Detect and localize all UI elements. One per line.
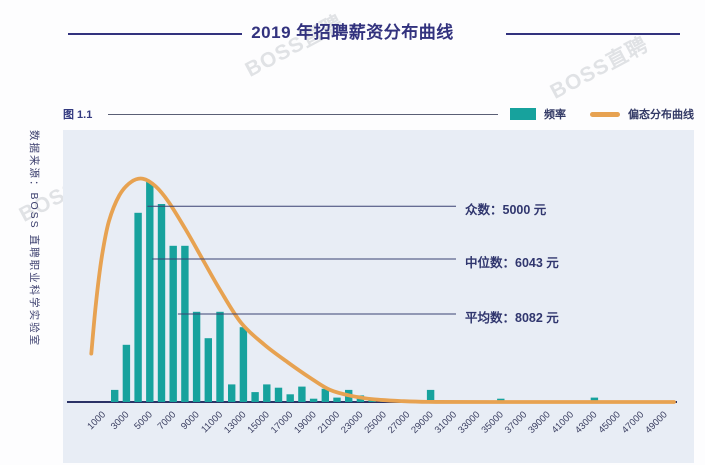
annotation-mode: 众数：5000 元: [465, 203, 547, 217]
histogram-bar-21000: [333, 397, 341, 402]
histogram-bar-6000: [157, 204, 166, 402]
histogram-bar-3000: [122, 344, 131, 402]
title-divider-right: [506, 33, 680, 35]
x-axis-label-9000: 9000: [179, 409, 202, 432]
title-row: 2019 年招聘薪资分布曲线: [0, 18, 705, 50]
x-axis-label-47000: 47000: [620, 409, 646, 435]
figure-number-label: 图 1.1: [63, 109, 93, 121]
x-axis-label-17000: 17000: [269, 409, 295, 435]
x-axis-label-45000: 45000: [596, 409, 622, 435]
x-axis-label-29000: 29000: [409, 409, 435, 435]
x-axis-label-43000: 43000: [573, 409, 599, 435]
x-axis-label-35000: 35000: [479, 409, 505, 435]
x-axis-label-11000: 11000: [199, 409, 225, 435]
histogram-bar-14000: [251, 392, 259, 402]
histogram-bar-19000: [309, 398, 318, 402]
x-axis-label-19000: 19000: [292, 409, 318, 435]
histogram-bar-5000: [146, 182, 154, 402]
legend-label-curve: 偏态分布曲线: [628, 109, 694, 121]
x-axis-label-37000: 37000: [503, 409, 529, 435]
histogram-bar-4000: [134, 212, 142, 402]
histogram-bar-10000: [204, 338, 212, 402]
x-axis-label-33000: 33000: [456, 409, 482, 435]
histogram-bar-11000: [216, 311, 224, 402]
x-axis-label-25000: 25000: [362, 409, 388, 435]
histogram-bar-20000: [321, 388, 329, 402]
x-axis-label-49000: 49000: [643, 409, 669, 435]
histogram-bar-15000: [263, 384, 271, 402]
header-divider-line: [108, 113, 498, 115]
histogram-bar-18000: [298, 386, 306, 402]
page-title: 2019 年招聘薪资分布曲线: [251, 23, 454, 42]
chart-legend: 频率 偏态分布曲线: [510, 106, 694, 122]
x-axis-label-13000: 13000: [222, 409, 248, 435]
x-axis-label-7000: 7000: [156, 409, 179, 432]
curve-line-icon: [590, 111, 620, 117]
skew-distribution-curve: [89, 176, 676, 404]
histogram-bar-2000: [111, 389, 119, 402]
histogram-bar-13000: [239, 327, 248, 402]
x-axis-label-31000: 31000: [433, 409, 459, 435]
frequency-swatch-icon: [510, 108, 536, 120]
annotation-median: 中位数：6043 元: [465, 256, 559, 270]
title-divider-left: [68, 33, 242, 35]
x-axis-label-41000: 41000: [550, 409, 576, 435]
legend-label-frequency: 频率: [544, 109, 566, 121]
histogram-bar-16000: [274, 387, 283, 402]
histogram-bar-43000: [590, 397, 599, 402]
x-axis-label-5000: 5000: [132, 409, 155, 432]
histogram-bar-7000: [169, 245, 177, 402]
x-axis-label-21000: 21000: [316, 409, 342, 435]
x-axis-label-3000: 3000: [109, 409, 132, 432]
data-source-note: 数据来源：BOSS 直聘职业科学实验室: [28, 130, 40, 348]
histogram-bar-8000: [181, 245, 189, 402]
x-axis-label-39000: 39000: [526, 409, 552, 435]
histogram-bar-12000: [228, 384, 236, 402]
chart-header: 图 1.1 频率 偏态分布曲线: [63, 104, 694, 124]
histogram-bar-17000: [286, 394, 294, 402]
chart-panel: [63, 130, 694, 463]
histogram-bar-29000: [426, 389, 435, 402]
x-axis-label-1000: 1000: [85, 409, 108, 432]
x-axis-label-23000: 23000: [339, 409, 365, 435]
x-axis-label-15000: 15000: [245, 409, 271, 435]
x-axis-label-27000: 27000: [386, 409, 412, 435]
histogram-bar-9000: [192, 311, 201, 402]
annotation-mean: 平均数：8082 元: [465, 311, 559, 325]
